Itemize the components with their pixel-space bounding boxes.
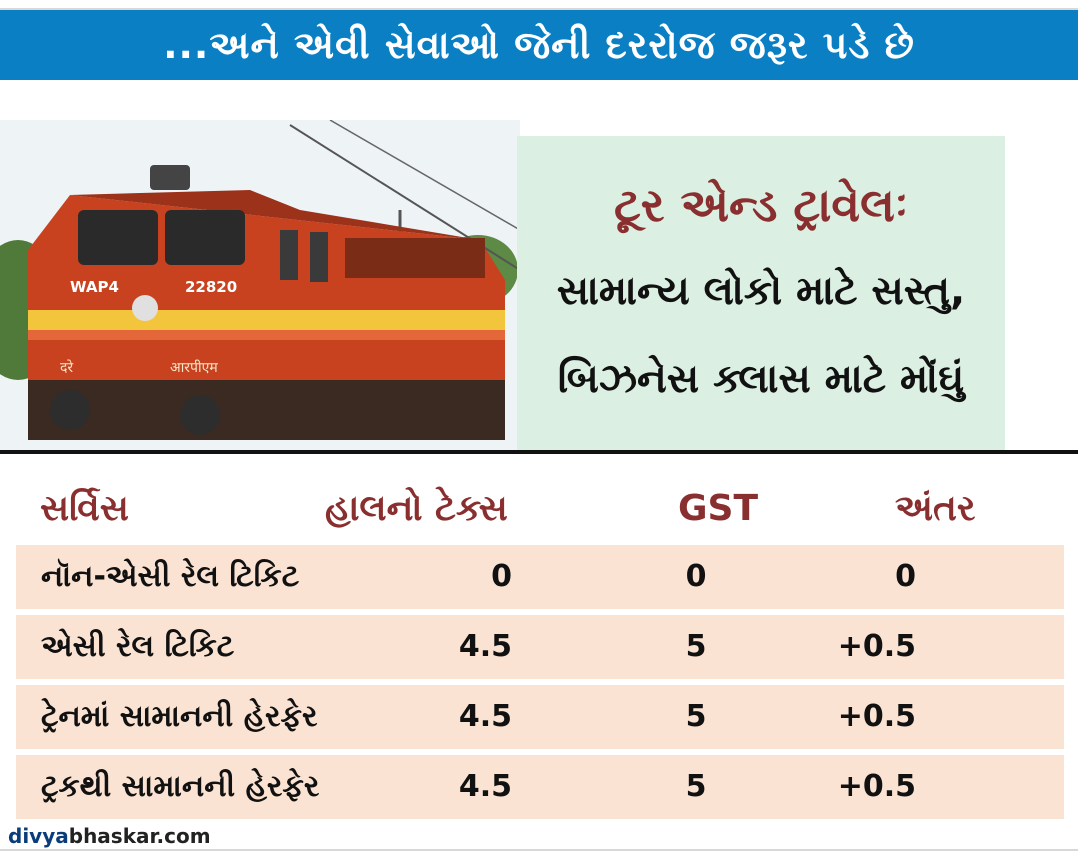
headline-line-1: સામાન્ય લોકો માટે સસ્તુ, — [556, 268, 966, 314]
loco-side-text-right: आरपीएम — [170, 359, 218, 376]
row-difference: +0.5 — [837, 699, 916, 734]
row-current-tax: 4.5 — [458, 769, 512, 804]
header-difference: અંતર — [895, 488, 976, 529]
row-gst: 5 — [685, 699, 707, 734]
header-service: સર્વિસ — [40, 488, 129, 529]
table-row: એસી રેલ ટિકિટ 4.5 5 +0.5 — [16, 615, 1064, 679]
loco-code: WAP4 — [70, 278, 119, 296]
row-service: ટ્રકથી સામાનની હેરફેર — [41, 769, 320, 804]
row-difference: +0.5 — [837, 769, 916, 804]
header-banner: ...અને એવી સેવાઓ જેની દરરોજ જરૂર પડે છે — [0, 10, 1078, 80]
banner-title: ...અને એવી સેવાઓ જેની દરરોજ જરૂર પડે છે — [163, 22, 915, 67]
row-difference: 0 — [895, 559, 916, 594]
header-current-tax: હાલનો ટેક્સ — [325, 488, 508, 529]
logo-part-1: divya — [8, 824, 69, 848]
top-strip — [0, 0, 1078, 10]
headline-category: ટૂર એન્ડ ટ્રાવેલઃ — [613, 178, 909, 232]
row-current-tax: 4.5 — [458, 629, 512, 664]
row-service: એસી રેલ ટિકિટ — [41, 629, 235, 664]
row-current-tax: 4.5 — [458, 699, 512, 734]
row-difference: +0.5 — [837, 629, 916, 664]
section-divider — [0, 450, 1078, 454]
row-gst: 5 — [685, 629, 707, 664]
row-gst: 5 — [685, 769, 707, 804]
row-service: નૉન-એસી રેલ ટિકિટ — [41, 559, 300, 594]
row-service: ટ્રેનમાં સામાનની હેરફેર — [41, 699, 318, 734]
headline-line-2: બિઝનેસ ક્લાસ માટે મોંઘું — [557, 356, 965, 402]
loco-side-text-left: दरे — [60, 359, 73, 376]
locomotive-photo: WAP4 22820 दरे आरपीएम — [0, 120, 520, 450]
logo-part-2: bhaskar.com — [68, 824, 211, 848]
table-row: ટ્રેનમાં સામાનની હેરફેર 4.5 5 +0.5 — [16, 685, 1064, 749]
table-row: નૉન-એસી રેલ ટિકિટ 0 0 0 — [16, 545, 1064, 609]
row-current-tax: 0 — [491, 559, 512, 594]
header-gst: GST — [678, 488, 759, 529]
headline-box: ટૂર એન્ડ ટ્રાવેલઃ સામાન્ય લોકો માટે સસ્ત… — [517, 136, 1005, 450]
footer: divyabhaskar.com — [0, 822, 1078, 851]
loco-number: 22820 — [185, 278, 237, 296]
table-row: ટ્રકથી સામાનની હેરફેર 4.5 5 +0.5 — [16, 755, 1064, 819]
row-gst: 0 — [685, 559, 707, 594]
brand-logo[interactable]: divyabhaskar.com — [8, 824, 211, 848]
